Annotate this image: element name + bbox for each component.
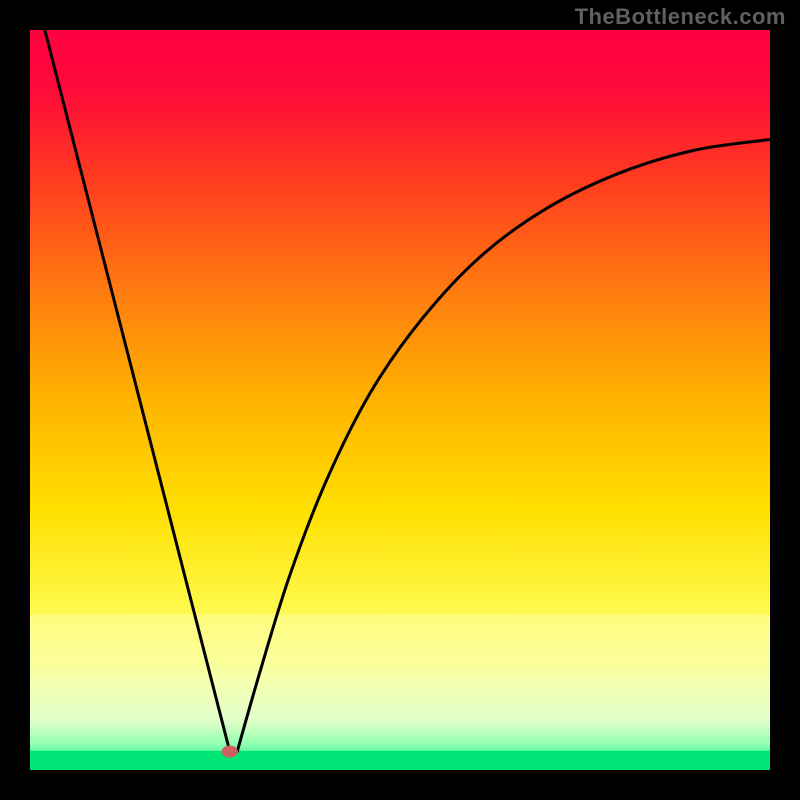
plot-area <box>30 30 770 770</box>
yellow-glow-band <box>30 615 770 663</box>
attribution-text: TheBottleneck.com <box>575 4 786 30</box>
chart-stage: TheBottleneck.com <box>0 0 800 800</box>
optimum-marker <box>222 746 238 758</box>
green-strip <box>30 751 770 770</box>
